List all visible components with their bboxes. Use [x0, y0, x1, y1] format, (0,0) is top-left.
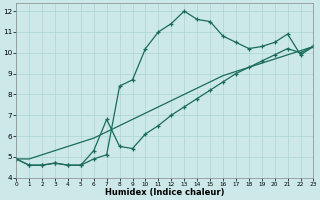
X-axis label: Humidex (Indice chaleur): Humidex (Indice chaleur): [105, 188, 225, 197]
